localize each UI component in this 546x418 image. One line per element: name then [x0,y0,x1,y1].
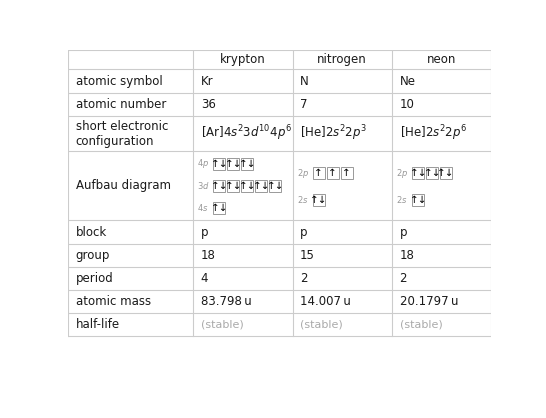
Bar [313,194,325,206]
Text: ↑↓: ↑↓ [211,203,228,213]
Text: atomic number: atomic number [76,98,166,111]
Text: $2s$: $2s$ [396,194,408,205]
Bar [327,167,339,179]
Text: period: period [76,272,114,285]
Text: ↑↓: ↑↓ [410,195,427,205]
Text: $2s$: $2s$ [297,194,308,205]
Text: 83.798 u: 83.798 u [201,295,252,308]
Text: neon: neon [427,54,456,66]
Text: atomic symbol: atomic symbol [76,74,163,87]
Text: (stable): (stable) [300,320,343,330]
Text: p: p [400,225,407,239]
Text: Aufbau diagram: Aufbau diagram [76,179,171,192]
Text: 20.1797 u: 20.1797 u [400,295,458,308]
Text: 15: 15 [300,249,315,262]
Text: nitrogen: nitrogen [317,54,367,66]
Text: ↑↓: ↑↓ [211,181,228,191]
Text: 14.007 u: 14.007 u [300,295,351,308]
Text: $[\mathrm{He}]2s^{2}2p^{3}$: $[\mathrm{He}]2s^{2}2p^{3}$ [300,124,367,143]
Text: 7: 7 [300,98,307,111]
Bar [341,167,353,179]
Text: Ne: Ne [400,74,416,87]
Text: 18: 18 [201,249,216,262]
Text: 2: 2 [300,272,307,285]
Text: short electronic
configuration: short electronic configuration [76,120,168,148]
Text: ↑↓: ↑↓ [423,168,441,178]
Text: $3d$: $3d$ [197,180,210,191]
Text: $2p$: $2p$ [396,167,408,180]
Text: ↑↓: ↑↓ [224,159,242,169]
Bar [227,180,239,192]
Bar [213,158,225,170]
Bar [426,167,438,179]
Text: 4: 4 [201,272,208,285]
Text: (stable): (stable) [201,320,244,330]
Bar [213,202,225,214]
Bar [241,180,253,192]
Bar [412,167,424,179]
Text: ↑↓: ↑↓ [239,159,256,169]
Bar [269,180,281,192]
Text: krypton: krypton [220,54,266,66]
Text: $[\mathrm{Ar}]4s^{2}3d^{10}4p^{6}$: $[\mathrm{Ar}]4s^{2}3d^{10}4p^{6}$ [201,124,292,143]
Text: ↑↓: ↑↓ [224,181,242,191]
Text: ↑↓: ↑↓ [266,181,284,191]
Text: atomic mass: atomic mass [76,295,151,308]
Text: ↑: ↑ [314,168,323,178]
Text: ↑↓: ↑↓ [410,168,427,178]
Text: half-life: half-life [76,318,120,331]
Text: ↑↓: ↑↓ [239,181,256,191]
Text: Kr: Kr [201,74,213,87]
Text: ↑↓: ↑↓ [310,195,328,205]
Text: ↑↓: ↑↓ [211,159,228,169]
Text: $[\mathrm{He}]2s^{2}2p^{6}$: $[\mathrm{He}]2s^{2}2p^{6}$ [400,124,467,143]
Text: ↑: ↑ [342,168,351,178]
Text: p: p [201,225,208,239]
Text: ↑: ↑ [328,168,337,178]
Text: 18: 18 [400,249,414,262]
Bar [256,180,267,192]
Text: 2: 2 [400,272,407,285]
Bar [241,158,253,170]
Bar [440,167,452,179]
Text: (stable): (stable) [400,320,442,330]
Text: N: N [300,74,309,87]
Text: ↑↓: ↑↓ [437,168,455,178]
Bar [313,167,325,179]
Text: block: block [76,225,107,239]
Bar [412,194,424,206]
Text: group: group [76,249,110,262]
Text: $2p$: $2p$ [297,167,309,180]
Bar [227,158,239,170]
Text: 10: 10 [400,98,414,111]
Bar [213,180,225,192]
Text: p: p [300,225,307,239]
Text: ↑↓: ↑↓ [252,181,270,191]
Text: $4s$: $4s$ [197,202,209,214]
Text: $4p$: $4p$ [197,157,210,170]
Text: 36: 36 [201,98,216,111]
